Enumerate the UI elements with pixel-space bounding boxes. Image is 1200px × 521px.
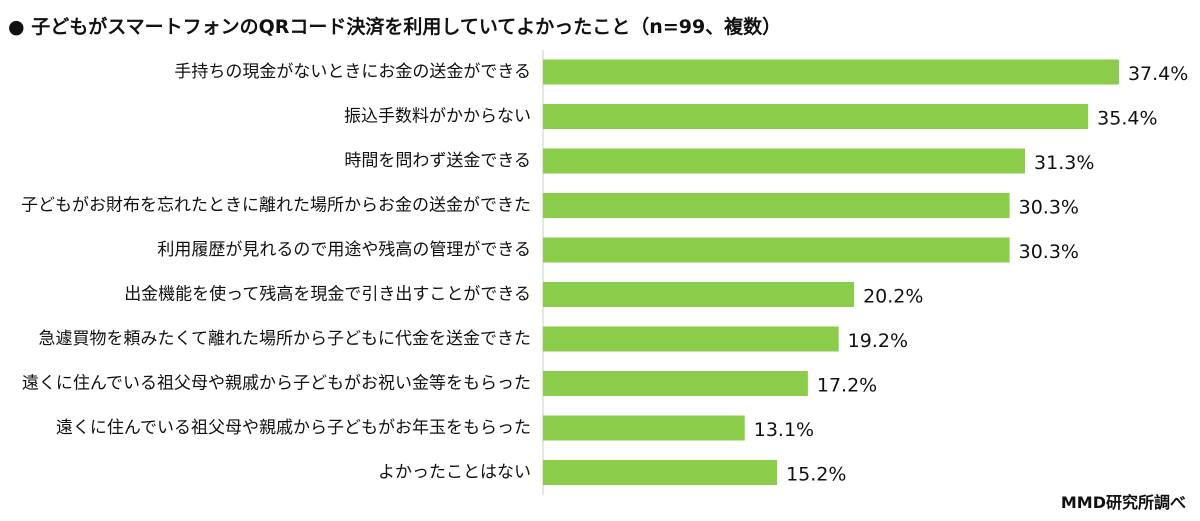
category-label: よかったことはない: [378, 463, 531, 483]
bar: [543, 193, 1010, 218]
source-credit: MMD研究所調べ: [1060, 493, 1186, 512]
category-label: 遠くに住んでいる祖父母や親戚から子どもがお年玉をもらった: [56, 418, 531, 438]
value-label: 30.3%: [1019, 241, 1079, 263]
value-label: 35.4%: [1097, 108, 1157, 130]
category-label: 時間を問わず送金できる: [344, 151, 531, 171]
value-label: 13.1%: [754, 419, 814, 441]
bar: [543, 104, 1089, 129]
title-bullet: ●: [8, 16, 25, 38]
bar: [543, 371, 808, 396]
category-label: 子どもがお財布を忘れたときに離れた場所からお金の送金ができた: [21, 196, 531, 216]
value-label: 20.2%: [863, 286, 923, 308]
value-label: 37.4%: [1128, 63, 1188, 85]
bar: [543, 59, 1119, 85]
value-label: 30.3%: [1019, 197, 1079, 219]
category-label: 利用履歴が見れるので用途や残高の管理ができる: [157, 240, 531, 260]
bar: [543, 148, 1026, 174]
bar: [543, 282, 855, 307]
title-text: 子どもがスマートフォンのQRコード決済を利用していてよかったこと（n=99、複数…: [31, 16, 782, 38]
chart-title: ● 子どもがスマートフォンのQRコード決済を利用していてよかったこと（n=99、…: [8, 12, 781, 39]
value-label: 31.3%: [1034, 152, 1094, 174]
bar: [543, 415, 745, 441]
value-label: 17.2%: [817, 375, 877, 397]
category-label: 遠くに住んでいる祖父母や親戚から子どもがお祝い金等をもらった: [22, 374, 531, 394]
category-label: 振込手数料がかからない: [344, 107, 531, 127]
value-label: 15.2%: [786, 464, 846, 486]
category-label: 急遽買物を頼みたくて離れた場所から子どもに代金を送金できた: [39, 329, 532, 349]
bar: [543, 326, 839, 352]
value-label: 19.2%: [848, 330, 908, 352]
category-label: 手持ちの現金がないときにお金の送金ができる: [174, 62, 531, 82]
category-label: 出金機能を使って残高を現金で引き出すことができる: [124, 284, 531, 305]
bar: [543, 237, 1010, 263]
bar: [543, 460, 778, 485]
